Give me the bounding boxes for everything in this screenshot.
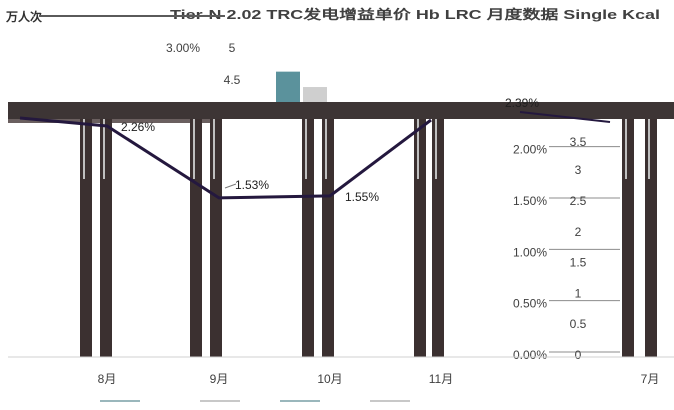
left-tick-label: 0.00% bbox=[513, 348, 547, 362]
column-highlight bbox=[417, 119, 419, 179]
line-segment-right bbox=[519, 111, 611, 123]
column-highlight bbox=[325, 119, 327, 179]
label-leader bbox=[224, 183, 237, 189]
columns-layer bbox=[8, 119, 674, 358]
column-bar bbox=[414, 119, 426, 357]
chart-title: Tier-N 2.02 TRC发电增益单价 Hb LRC 月度数据 Single… bbox=[170, 7, 660, 22]
column-bar bbox=[210, 119, 222, 357]
category-axis: 8月 9月 10月 11月 7月 bbox=[98, 372, 660, 386]
column-bar bbox=[432, 119, 444, 357]
data-label: 2.26% bbox=[121, 120, 155, 134]
right-tick-label: 5 bbox=[229, 41, 236, 55]
right-tick-label: 0 bbox=[575, 348, 582, 362]
left-tick-label: 1.00% bbox=[513, 245, 547, 259]
bar-teal bbox=[276, 71, 300, 102]
data-labels-layer: 2.26% 1.53% 1.55% 2.39% bbox=[121, 96, 539, 204]
left-axis: 0.00% 0.50% 1.00% 1.50% 2.00% 3.00% bbox=[166, 41, 620, 362]
legend-swatch bbox=[280, 400, 320, 402]
column-highlight bbox=[193, 119, 195, 179]
data-label: 2.39% bbox=[505, 96, 539, 110]
right-tick-label: 3.5 bbox=[570, 135, 587, 149]
legend-swatch bbox=[370, 400, 410, 402]
column-highlight bbox=[103, 119, 105, 179]
column-bar bbox=[100, 119, 112, 357]
column-highlight bbox=[648, 119, 650, 179]
header-left-label: 万人次 bbox=[5, 9, 42, 24]
column-highlight bbox=[625, 119, 627, 179]
category-label: 8月 bbox=[98, 372, 117, 386]
column-bar bbox=[622, 119, 634, 357]
column-highlight bbox=[305, 119, 307, 179]
category-label: 7月 bbox=[641, 372, 660, 386]
line-series bbox=[19, 116, 432, 200]
category-label: 9月 bbox=[210, 372, 229, 386]
column-bar bbox=[80, 119, 92, 357]
column-bar bbox=[322, 119, 334, 357]
legend-swatch bbox=[200, 400, 240, 402]
bars-layer bbox=[276, 71, 327, 102]
band-shadow bbox=[8, 119, 218, 123]
right-tick-label: 2 bbox=[575, 225, 582, 239]
left-tick-label: 2.00% bbox=[513, 143, 547, 157]
column-highlight bbox=[213, 119, 215, 179]
left-tick-label: 1.50% bbox=[513, 194, 547, 208]
left-tick-label: 0.50% bbox=[513, 297, 547, 311]
category-label: 11月 bbox=[429, 372, 453, 386]
column-bar bbox=[302, 119, 314, 357]
data-label: 1.53% bbox=[235, 178, 269, 192]
line-layer bbox=[19, 111, 611, 200]
legend bbox=[100, 400, 410, 402]
right-tick-label: 2.5 bbox=[570, 194, 587, 208]
data-label: 1.55% bbox=[345, 190, 379, 204]
right-tick-label: 4.5 bbox=[224, 73, 241, 87]
right-tick-label: 0.5 bbox=[570, 317, 587, 331]
column-bar bbox=[645, 119, 657, 357]
dark-band bbox=[8, 102, 674, 123]
legend-swatch bbox=[100, 400, 140, 402]
right-tick-label: 3 bbox=[575, 163, 582, 177]
column-bar bbox=[190, 119, 202, 357]
category-label: 10月 bbox=[317, 372, 342, 386]
right-tick-label: 1 bbox=[575, 286, 582, 300]
column-highlight bbox=[83, 119, 85, 179]
bar-gray bbox=[303, 87, 327, 102]
right-axis: 0 0.5 1 1.5 2 2.5 3 3.5 4.5 5 bbox=[224, 41, 587, 362]
band-bar bbox=[8, 102, 674, 119]
left-tick-label: 3.00% bbox=[166, 41, 200, 55]
column-highlight bbox=[435, 119, 437, 179]
right-tick-label: 1.5 bbox=[570, 256, 587, 270]
